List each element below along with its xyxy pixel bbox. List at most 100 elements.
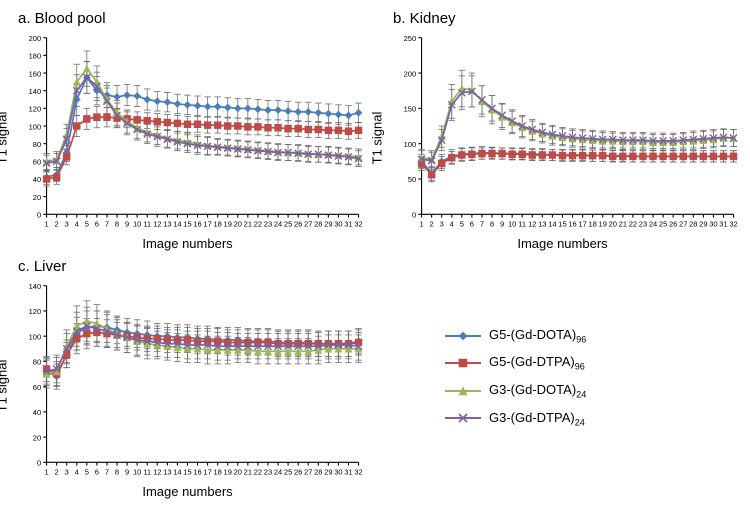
svg-text:15: 15 (183, 467, 191, 476)
svg-text:15: 15 (558, 219, 566, 228)
svg-text:24: 24 (274, 467, 282, 476)
legend-item-g3dota: G3-(Gd-DOTA)24 (445, 382, 740, 400)
xlabel-blood: Image numbers (142, 236, 232, 251)
svg-text:7: 7 (105, 219, 109, 228)
svg-text:14: 14 (173, 219, 181, 228)
svg-text:29: 29 (699, 219, 707, 228)
svg-text:80: 80 (33, 358, 41, 367)
svg-text:27: 27 (679, 219, 687, 228)
svg-text:200: 200 (404, 69, 417, 78)
svg-text:25: 25 (284, 219, 292, 228)
svg-text:29: 29 (324, 467, 332, 476)
svg-text:20: 20 (33, 193, 41, 202)
svg-text:160: 160 (29, 69, 42, 78)
xlabel-liver: Image numbers (142, 484, 232, 499)
svg-text:12: 12 (153, 467, 161, 476)
legend-label-g5dota: G5-(Gd-DOTA)96 (489, 327, 586, 345)
svg-text:30: 30 (709, 219, 717, 228)
svg-text:2: 2 (55, 467, 59, 476)
svg-text:7: 7 (480, 219, 484, 228)
svg-text:19: 19 (224, 219, 232, 228)
legend: G5-(Gd-DOTA)96 G5-(Gd-DTPA)96 G3-(Gd-DOTA)… (385, 258, 740, 496)
svg-text:40: 40 (33, 408, 41, 417)
svg-text:17: 17 (203, 467, 211, 476)
svg-text:12: 12 (153, 219, 161, 228)
svg-text:32: 32 (354, 467, 362, 476)
svg-text:31: 31 (344, 219, 352, 228)
svg-text:32: 32 (729, 219, 737, 228)
svg-text:60: 60 (33, 158, 41, 167)
legend-swatch-g5dota (445, 329, 481, 343)
svg-text:16: 16 (193, 219, 201, 228)
svg-text:40: 40 (33, 175, 41, 184)
svg-text:27: 27 (304, 219, 312, 228)
svg-text:8: 8 (115, 467, 119, 476)
svg-text:28: 28 (314, 219, 322, 228)
svg-text:11: 11 (143, 219, 151, 228)
svg-text:9: 9 (125, 467, 129, 476)
svg-text:20: 20 (234, 219, 242, 228)
svg-text:8: 8 (490, 219, 494, 228)
svg-text:4: 4 (75, 219, 79, 228)
svg-text:17: 17 (578, 219, 586, 228)
svg-text:10: 10 (133, 219, 141, 228)
svg-text:15: 15 (183, 219, 191, 228)
legend-label-g5dtpa: G5-(Gd-DTPA)96 (489, 354, 585, 372)
svg-text:20: 20 (234, 467, 242, 476)
svg-text:0: 0 (37, 211, 41, 220)
svg-text:140: 140 (29, 87, 42, 96)
svg-text:5: 5 (85, 219, 89, 228)
svg-text:19: 19 (224, 467, 232, 476)
svg-text:22: 22 (254, 467, 262, 476)
panel-liver: c. Liver T1 signal 020406080100120140123… (10, 258, 365, 496)
xlabel-kidney: Image numbers (517, 236, 607, 251)
svg-text:5: 5 (460, 219, 464, 228)
ylabel-kidney: T1 signal (370, 112, 385, 165)
svg-text:18: 18 (588, 219, 596, 228)
svg-text:17: 17 (203, 219, 211, 228)
svg-text:120: 120 (29, 307, 42, 316)
svg-text:4: 4 (75, 467, 79, 476)
svg-text:21: 21 (244, 467, 252, 476)
svg-text:27: 27 (304, 467, 312, 476)
svg-text:3: 3 (65, 219, 69, 228)
svg-text:200: 200 (29, 34, 42, 43)
svg-text:180: 180 (29, 52, 42, 61)
svg-text:50: 50 (408, 175, 416, 184)
svg-text:11: 11 (518, 219, 526, 228)
legend-item-g5dota: G5-(Gd-DOTA)96 (445, 327, 740, 345)
svg-text:23: 23 (264, 219, 272, 228)
svg-text:14: 14 (173, 467, 181, 476)
svg-text:19: 19 (599, 219, 607, 228)
svg-text:9: 9 (125, 219, 129, 228)
legend-swatch-g5dtpa (445, 356, 481, 370)
svg-text:10: 10 (508, 219, 516, 228)
svg-text:1: 1 (44, 219, 48, 228)
svg-text:13: 13 (163, 467, 171, 476)
svg-text:23: 23 (639, 219, 647, 228)
legend-label-g3dota: G3-(Gd-DOTA)24 (489, 382, 586, 400)
svg-text:150: 150 (404, 105, 417, 114)
svg-text:24: 24 (649, 219, 657, 228)
svg-text:9: 9 (500, 219, 504, 228)
svg-text:60: 60 (33, 383, 41, 392)
legend-item-g3dtpa: G3-(Gd-DTPA)24 (445, 410, 740, 428)
panel-title-blood: a. Blood pool (18, 10, 365, 27)
chart-svg-blood: 0204060801001201401601802001234567891011… (10, 29, 365, 247)
svg-text:16: 16 (568, 219, 576, 228)
svg-text:0: 0 (37, 459, 41, 468)
svg-text:24: 24 (274, 219, 282, 228)
chart-wrap-blood: T1 signal 020406080100120140160180200123… (10, 29, 365, 247)
svg-text:10: 10 (133, 467, 141, 476)
svg-text:100: 100 (29, 332, 42, 341)
chart-svg-kidney: 0501001502002501234567891011121314151617… (385, 29, 740, 247)
svg-text:6: 6 (470, 219, 474, 228)
svg-text:4: 4 (450, 219, 454, 228)
svg-text:120: 120 (29, 105, 42, 114)
svg-text:80: 80 (33, 140, 41, 149)
panel-title-kidney: b. Kidney (393, 10, 740, 27)
svg-text:1: 1 (419, 219, 423, 228)
svg-text:20: 20 (609, 219, 617, 228)
svg-text:5: 5 (85, 467, 89, 476)
svg-text:23: 23 (264, 467, 272, 476)
